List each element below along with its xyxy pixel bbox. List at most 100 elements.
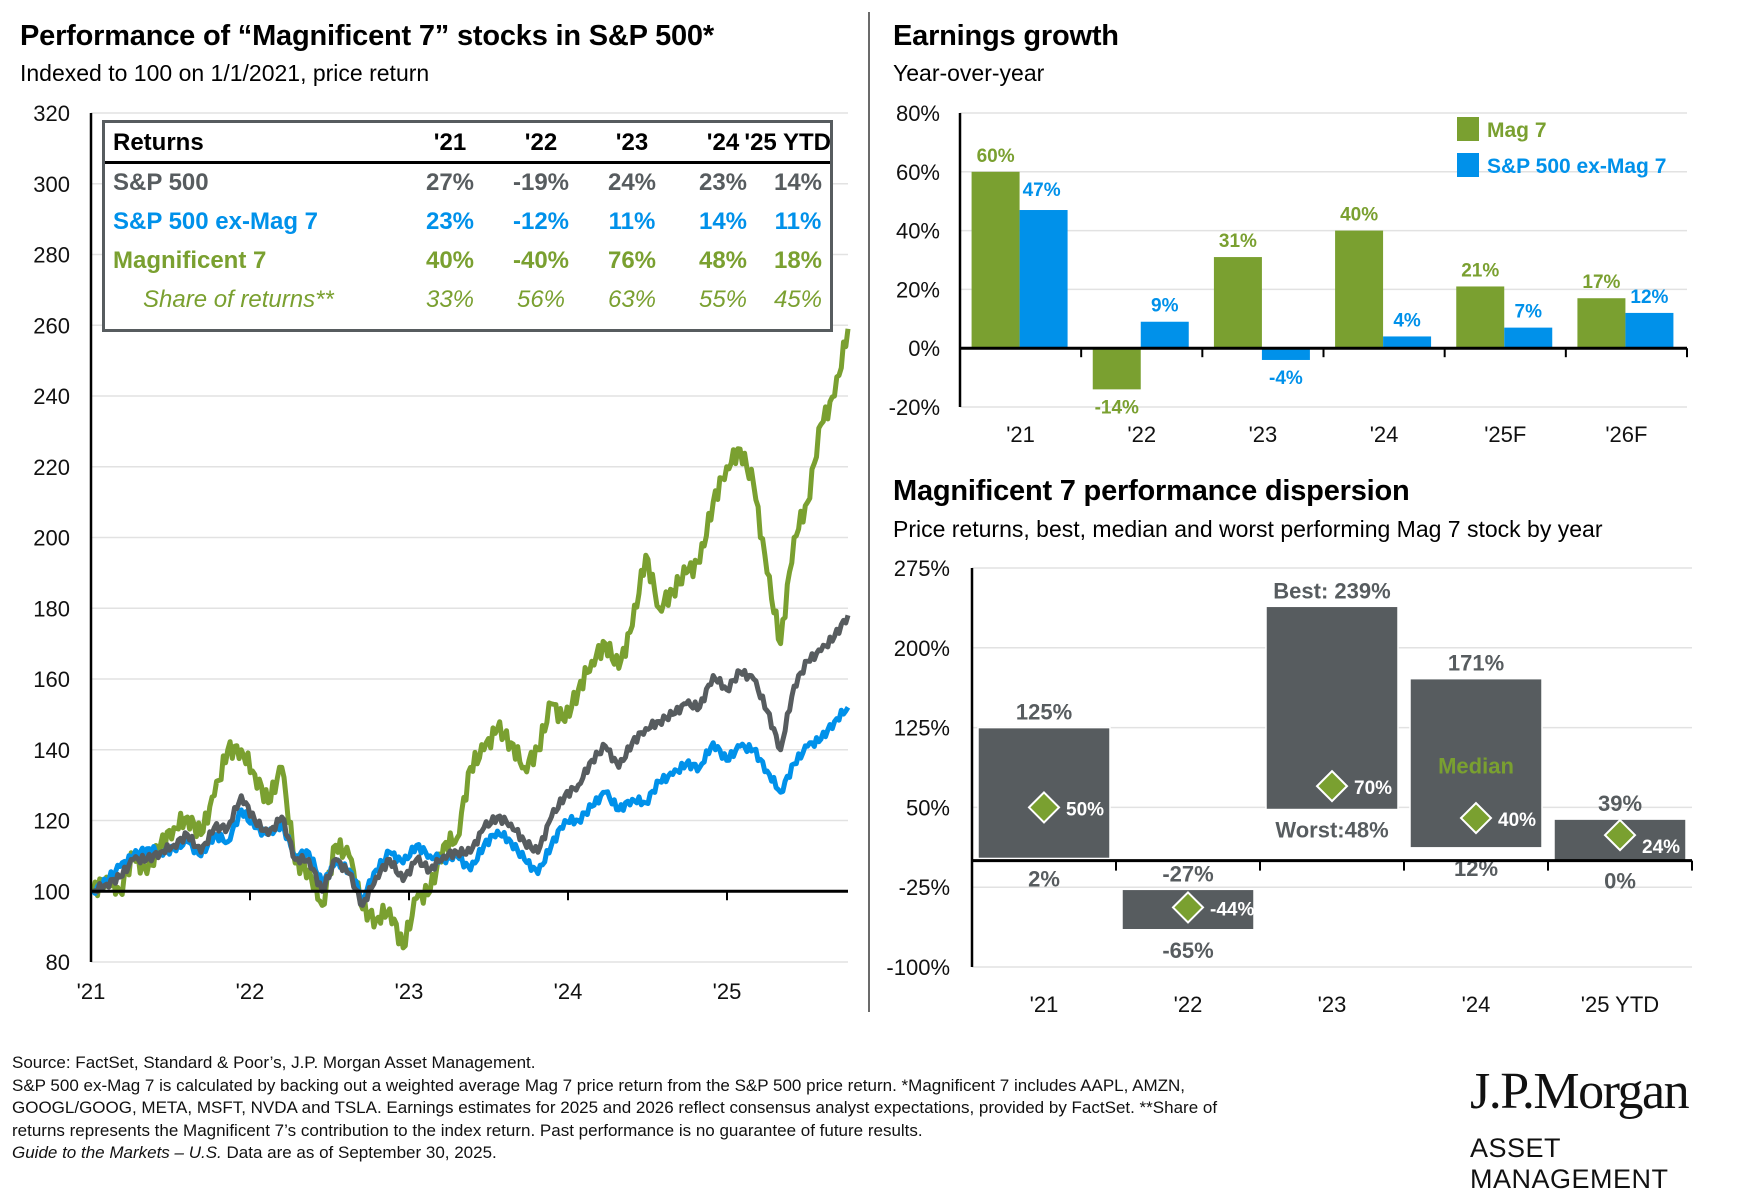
y-tick-label: 200% <box>894 636 950 661</box>
returns-cell: 33% <box>425 286 475 313</box>
returns-row-label: S&P 500 ex-Mag 7 <box>113 208 318 235</box>
y-tick-label: 200 <box>33 526 70 551</box>
footnote-line: S&P 500 ex-Mag 7 is calculated by backin… <box>12 1075 1186 1095</box>
bar-ex-mag7 <box>1383 336 1432 349</box>
dispersion-chart-subtitle: Price returns, best, median and worst pe… <box>893 516 1603 542</box>
y-tick-label: 260 <box>33 313 70 338</box>
best-label: 39% <box>1598 791 1642 816</box>
footnote-line: GOOGL/GOOG, META, MSFT, NVDA and TSLA. E… <box>12 1098 1218 1117</box>
footnote: Source: FactSet, Standard & Poor’s, J.P.… <box>12 1052 1452 1165</box>
x-tick-label: '25 <box>713 979 742 1004</box>
bar-value-label: 21% <box>1461 260 1499 281</box>
returns-table-row: S&P 500 27% -19% 24% 23% 14% <box>105 163 830 201</box>
earnings-chart: -20% 0% 20% 40% 60% 80% '21 60% 47% '22 -14% 9% '23 3… <box>889 101 1688 447</box>
returns-cell: 18% <box>773 247 823 274</box>
returns-cell: 63% <box>607 286 657 313</box>
returns-header-col: '24 <box>706 129 740 156</box>
median-label: 24% <box>1642 837 1680 858</box>
best-label: 171% <box>1448 651 1504 676</box>
y-tick-label: 20% <box>896 277 940 302</box>
returns-header-col: '23 <box>615 129 649 156</box>
x-tick-label: '23 <box>395 979 424 1004</box>
x-tick-label: '21 <box>1030 992 1059 1017</box>
bar-value-label: 60% <box>977 146 1015 167</box>
bar-value-label: 47% <box>1023 180 1061 201</box>
bar-mag7 <box>1456 286 1505 349</box>
returns-cell: 56% <box>516 286 566 313</box>
best-label: Best: 239% <box>1273 578 1390 603</box>
line-chart-title: Performance of “Magnificent 7” stocks in… <box>20 20 714 52</box>
x-tick-label: '24 <box>1462 992 1491 1017</box>
y-tick-label: 80% <box>896 101 940 126</box>
returns-cell: 45% <box>773 286 823 313</box>
best-label: 125% <box>1016 700 1072 725</box>
x-tick-label: '21 <box>77 979 106 1004</box>
returns-header-col: '22 <box>524 129 558 156</box>
legend-swatch <box>1457 117 1479 141</box>
bar-value-label: -4% <box>1269 368 1303 389</box>
legend-label: S&P 500 ex-Mag 7 <box>1487 155 1666 178</box>
dispersion-chart: -100% -25% 50% 125% 200% 275% '21 125% 2% 50% '22 -… <box>886 556 1693 1017</box>
y-tick-label: 125% <box>894 716 950 741</box>
y-tick-label: 300 <box>33 172 70 197</box>
returns-cell: -40% <box>512 247 570 274</box>
returns-row-label: S&P 500 <box>113 169 209 196</box>
worst-label: 0% <box>1604 869 1636 894</box>
median-label: -44% <box>1210 899 1254 920</box>
bar-value-label: 31% <box>1219 231 1257 252</box>
returns-cell: 48% <box>698 247 748 274</box>
returns-header-col: '21 <box>433 129 467 156</box>
bar-ex-mag7 <box>1019 210 1068 349</box>
x-tick-label: '22 <box>236 979 265 1004</box>
x-tick-label: '25 YTD <box>1581 992 1659 1017</box>
returns-cell: 27% <box>425 169 475 196</box>
y-tick-label: 50% <box>906 795 950 820</box>
returns-table-row: S&P 500 ex-Mag 7 23% -12% 11% 14% 11% <box>105 202 830 240</box>
best-label: -27% <box>1162 861 1213 886</box>
returns-table-row: Share of returns** 33% 56% 63% 55% 45% <box>105 280 830 318</box>
bar-ex-mag7 <box>1140 321 1189 349</box>
returns-cell: 14% <box>773 169 823 196</box>
bar-value-label: -14% <box>1095 397 1139 418</box>
returns-cell: 14% <box>698 208 748 235</box>
bar-ex-mag7 <box>1625 312 1674 349</box>
median-marker <box>1171 891 1205 924</box>
y-tick-label: 320 <box>33 101 70 126</box>
x-tick-label: '23 <box>1249 422 1278 447</box>
x-tick-label: '24 <box>554 979 583 1004</box>
series-line-magnificent-7 <box>90 328 851 951</box>
y-tick-label: 0% <box>908 336 940 361</box>
legend-swatch <box>1457 153 1479 177</box>
y-tick-label: 180 <box>33 596 70 621</box>
earnings-chart-title: Earnings growth <box>893 20 1119 52</box>
x-tick-label: '26F <box>1605 422 1647 447</box>
returns-cell: -19% <box>512 169 570 196</box>
median-label: 70% <box>1354 778 1392 799</box>
returns-cell: 23% <box>425 208 475 235</box>
median-label: 40% <box>1498 810 1536 831</box>
median-marker <box>1027 790 1061 824</box>
line-chart-subtitle: Indexed to 100 on 1/1/2021, price return <box>20 60 430 86</box>
footnote-line: returns represents the Magnificent 7’s c… <box>12 1120 923 1140</box>
returns-row-label: Magnificent 7 <box>113 247 267 274</box>
y-tick-label: 140 <box>33 738 70 763</box>
x-tick-label: '24 <box>1370 422 1399 447</box>
dispersion-chart-title: Magnificent 7 performance dispersion <box>893 475 1410 507</box>
y-tick-label: 160 <box>33 667 70 692</box>
bar-mag7 <box>1577 298 1626 349</box>
returns-table: Returns '21 '22 '23 '24 '25 YTD S&P 500 2… <box>102 120 833 332</box>
bar-mag7 <box>1213 257 1262 349</box>
asset-management-label: ASSET MANAGEMENT <box>1470 1133 1669 1194</box>
bar-ex-mag7 <box>1504 327 1553 349</box>
worst-label: -65% <box>1162 938 1213 963</box>
series-line-s-p-500-ex-mag-7 <box>91 706 851 901</box>
bar-value-label: 12% <box>1630 287 1668 308</box>
bar-value-label: 4% <box>1393 310 1421 331</box>
returns-cell: 11% <box>608 208 656 235</box>
x-tick-label: '21 <box>1006 422 1035 447</box>
x-tick-label: '25F <box>1484 422 1526 447</box>
median-annotation: Median <box>1438 753 1514 778</box>
bar-ex-mag7 <box>1261 348 1310 360</box>
bar-value-label: 7% <box>1515 302 1543 323</box>
returns-cell: 23% <box>698 169 748 196</box>
